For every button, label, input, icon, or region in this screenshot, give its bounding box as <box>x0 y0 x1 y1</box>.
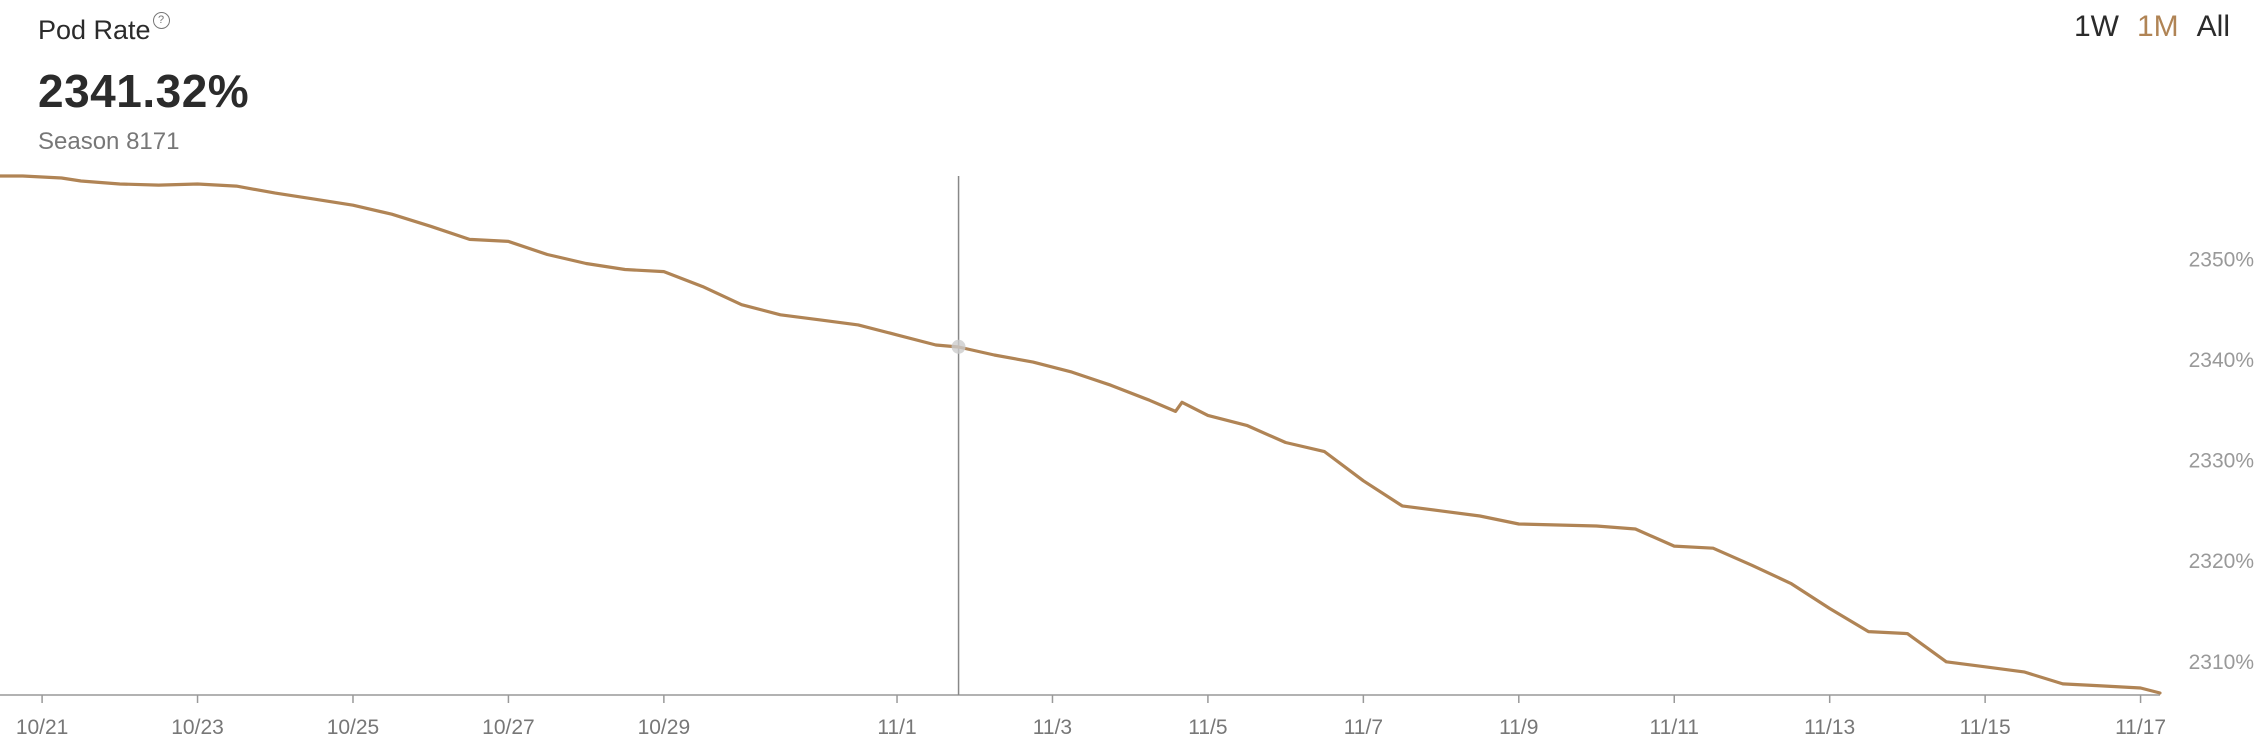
series-line[interactable] <box>0 174 2162 695</box>
range-tab-1m[interactable]: 1M <box>2136 10 2179 43</box>
x-tick-label: 10/27 <box>482 716 535 739</box>
y-tick-label: 2310% <box>2189 651 2254 674</box>
x-tick-label: 10/29 <box>638 716 691 739</box>
hover-point <box>951 339 966 354</box>
header: Pod Rate ? 2341.32% Season 8171 <box>38 10 249 156</box>
title-row: Pod Rate ? <box>38 10 249 50</box>
x-tick-label: 11/1 <box>877 716 916 739</box>
range-tabs: 1W 1M All <box>2074 10 2230 44</box>
chart-title: Pod Rate <box>38 15 151 45</box>
current-value: 2341.32% <box>38 65 250 117</box>
x-tick-label: 11/13 <box>1804 716 1855 739</box>
y-tick-label: 2330% <box>2189 450 2254 473</box>
range-tab-1w[interactable]: 1W <box>2073 10 2119 43</box>
x-tick-label: 10/25 <box>327 716 380 739</box>
x-tick-label: 11/3 <box>1033 716 1072 739</box>
y-tick-label: 2340% <box>2189 349 2254 372</box>
season-label: Season 8171 <box>38 128 180 155</box>
y-tick-label: 2350% <box>2189 248 2254 271</box>
question-circle-icon[interactable]: ? <box>152 12 170 29</box>
x-tick-label: 11/5 <box>1188 716 1227 739</box>
x-tick-label: 10/21 <box>16 716 69 739</box>
x-tick-label: 11/17 <box>2115 716 2166 739</box>
range-tab-all[interactable]: All <box>2196 10 2230 43</box>
x-tick-label: 11/15 <box>1960 716 2011 739</box>
x-tick-label: 11/11 <box>1650 716 1699 739</box>
x-tick-label: 10/23 <box>171 716 224 739</box>
x-tick-label: 11/7 <box>1344 716 1383 739</box>
y-tick-label: 2320% <box>2189 550 2254 573</box>
x-tick-label: 11/9 <box>1499 716 1538 739</box>
